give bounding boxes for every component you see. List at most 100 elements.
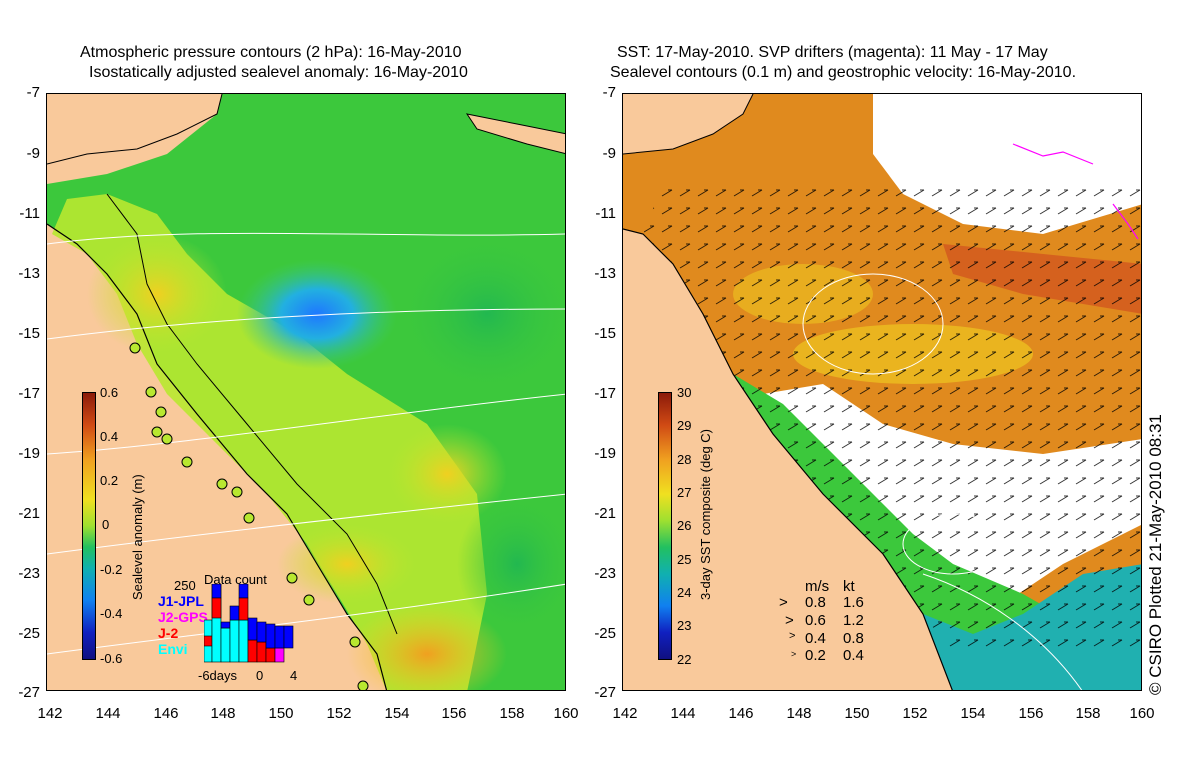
left-title-line2: Isostatically adjusted sealevel anomaly:… xyxy=(89,64,468,81)
right-lat-tick: -7 xyxy=(602,84,616,101)
velocity-row-ms: 0.2 xyxy=(805,647,826,664)
right-lon-tick: 142 xyxy=(612,705,638,722)
velocity-row-ms: 0.6 xyxy=(805,612,826,629)
hist-bar xyxy=(238,584,249,599)
sealevel-colorbar-tick: -0.6 xyxy=(100,651,123,666)
left-lat-tick: -19 xyxy=(18,445,40,462)
left-lon-tick: 156 xyxy=(441,705,467,722)
velocity-row-kt: 1.2 xyxy=(843,612,864,629)
mission-j1-jpl: J1-JPL xyxy=(158,593,204,609)
sst-colorbar-tick: 29 xyxy=(677,418,692,433)
sst-colorbar-tick: 27 xyxy=(677,485,692,500)
right-lon-tick: 152 xyxy=(902,705,928,722)
velocity-arrow-icon: > xyxy=(779,594,788,611)
hist-bar xyxy=(229,619,240,663)
velocity-row-ms: 0.8 xyxy=(805,594,826,611)
left-lon-tick: 142 xyxy=(37,705,63,722)
right-lon-tick: 154 xyxy=(960,705,986,722)
right-lon-tick: 146 xyxy=(728,705,754,722)
right-lat-tick: -15 xyxy=(594,325,616,342)
hist-xlabel: 0 xyxy=(256,668,264,683)
sealevel-colorbar xyxy=(82,392,96,660)
sealevel-anomaly-map xyxy=(46,93,566,691)
sealevel-colorbar-tick: 0.6 xyxy=(100,385,119,400)
hist-bar xyxy=(265,647,276,663)
hist-bar xyxy=(274,625,285,649)
hist-bar xyxy=(238,619,249,663)
sst-map xyxy=(622,93,1142,691)
sst-colorbar-tick: 30 xyxy=(677,385,692,400)
hist-bar xyxy=(220,621,231,629)
right-lat-tick: -27 xyxy=(594,684,616,701)
left-lat-tick: -13 xyxy=(18,265,40,282)
sst-colorbar-tick: 23 xyxy=(677,618,692,633)
data-count-histogram xyxy=(204,584,294,663)
hist-bar xyxy=(211,584,222,599)
hist-bar xyxy=(283,625,294,649)
right-lon-tick: 144 xyxy=(670,705,696,722)
sst-colorbar-tick: 28 xyxy=(677,452,692,467)
right-lon-tick: 160 xyxy=(1129,705,1155,722)
right-lon-tick: 150 xyxy=(844,705,870,722)
hist-bar xyxy=(229,605,240,621)
sealevel-colorbar-title: Sealevel anomaly (m) xyxy=(130,474,145,600)
right-lat-tick: -19 xyxy=(594,445,616,462)
hist-bar xyxy=(211,597,222,619)
sst-colorbar-title: 3-day SST composite (deg C) xyxy=(698,429,713,600)
right-title-line2: Sealevel contours (0.1 m) and geostrophi… xyxy=(610,64,1077,81)
hist-bar xyxy=(247,617,258,641)
right-lat-tick: -25 xyxy=(594,625,616,642)
right-lat-tick: -11 xyxy=(595,205,616,222)
hist-bar xyxy=(204,635,213,647)
left-title-line1: Atmospheric pressure contours (2 hPa): 1… xyxy=(80,44,462,61)
left-lat-tick: -15 xyxy=(18,325,40,342)
right-lon-tick: 148 xyxy=(786,705,812,722)
sealevel-colorbar-tick: -0.2 xyxy=(100,562,123,577)
hist-xlabel: -6days xyxy=(198,668,238,683)
left-lat-tick: -21 xyxy=(18,505,40,522)
velocity-arrow-icon: > xyxy=(791,649,797,659)
velocity-arrow-icon: > xyxy=(789,630,796,642)
left-lon-tick: 150 xyxy=(268,705,294,722)
hist-xlabel: 4 xyxy=(290,668,298,683)
sst-colorbar-tick: 26 xyxy=(677,518,692,533)
sst-map-graphic xyxy=(623,94,1141,690)
data-count-max: 250 xyxy=(174,578,196,593)
left-lat-tick: -23 xyxy=(18,565,40,582)
left-lon-tick: 152 xyxy=(326,705,352,722)
data-count-title: Data count xyxy=(204,572,267,587)
hist-bar xyxy=(265,623,276,649)
velocity-row-kt: 0.8 xyxy=(843,630,864,647)
right-lat-tick: -9 xyxy=(602,145,616,162)
velocity-row-kt: 0.4 xyxy=(843,647,864,664)
sst-colorbar-tick: 25 xyxy=(677,552,692,567)
sst-colorbar xyxy=(658,392,672,660)
sealevel-map-graphic xyxy=(47,94,565,690)
hist-bar xyxy=(247,639,258,663)
hist-bar xyxy=(256,641,267,663)
sst-colorbar-tick: 24 xyxy=(677,585,692,600)
right-lat-tick: -21 xyxy=(594,505,616,522)
left-lon-tick: 146 xyxy=(153,705,179,722)
left-lat-tick: -11 xyxy=(19,205,40,222)
left-lon-tick: 160 xyxy=(553,705,579,722)
velocity-row-kt: 1.6 xyxy=(843,594,864,611)
velocity-arrow-icon: > xyxy=(785,612,794,629)
left-lon-tick: 154 xyxy=(384,705,410,722)
velocity-header-ms: m/s xyxy=(805,578,830,595)
hist-bar xyxy=(274,647,285,663)
left-lat-tick: -27 xyxy=(18,684,40,701)
right-lat-tick: -17 xyxy=(594,385,616,402)
right-lon-tick: 156 xyxy=(1018,705,1044,722)
left-lon-tick: 148 xyxy=(210,705,236,722)
hist-bar xyxy=(256,621,267,643)
left-lat-tick: -9 xyxy=(26,145,40,162)
left-lat-tick: -17 xyxy=(18,385,40,402)
sealevel-colorbar-tick: 0.4 xyxy=(100,429,119,444)
velocity-row-ms: 0.4 xyxy=(805,630,826,647)
mission-j-2: J-2 xyxy=(158,625,179,641)
copyright-notice: © CSIRO Plotted 21-May-2010 08:31 xyxy=(1146,414,1165,695)
sealevel-colorbar-tick: 0.2 xyxy=(100,473,119,488)
sealevel-colorbar-tick: -0.4 xyxy=(100,606,123,621)
sst-colorbar-tick: 22 xyxy=(677,652,692,667)
